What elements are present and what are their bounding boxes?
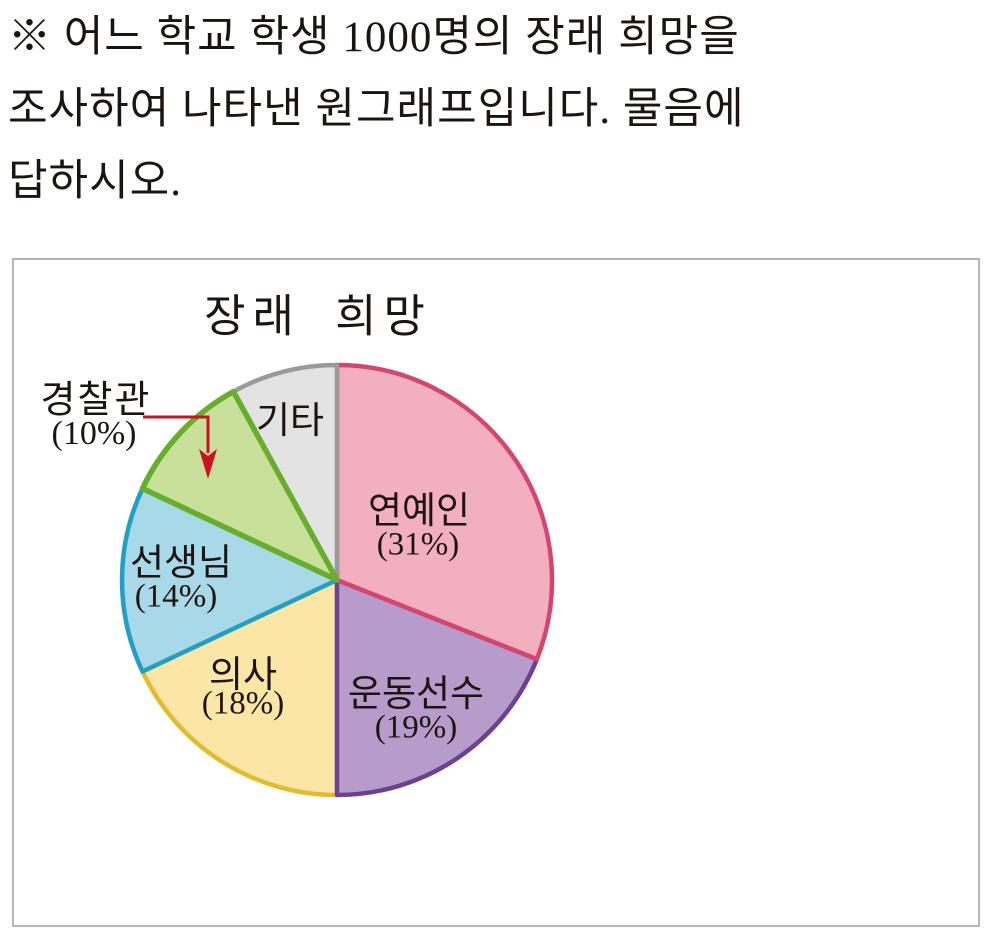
slice-pct-yeonyein: (31%) bbox=[376, 526, 460, 563]
slice-label-uisa: 의사 bbox=[208, 655, 278, 696]
pie-chart bbox=[119, 362, 555, 798]
pie-slice-1 bbox=[334, 577, 540, 798]
chart-panel: 장래 희망 연예인 (31%) 운동선수 (19%) 의사 (18%) 선생님 … bbox=[12, 258, 980, 927]
pie-slice-0 bbox=[334, 362, 555, 662]
arrowhead-icon bbox=[199, 449, 217, 479]
callout-pct-gyeongchalgwan: (10%) bbox=[51, 415, 137, 452]
problem-line-3: 답하시오. bbox=[8, 158, 182, 205]
slice-label-yeonyein: 연예인 bbox=[367, 491, 471, 532]
slice-pct-undongseonsu: (19%) bbox=[374, 709, 458, 746]
slice-pct-uisa: (18%) bbox=[201, 685, 285, 722]
chart-title: 장래 희망 bbox=[204, 291, 432, 342]
problem-line-2: 조사하여 나타낸 원그래프입니다. 물음에 bbox=[8, 86, 745, 133]
problem-statement: ※ 어느 학교 학생 1000명의 장래 희망을 조사하여 나타낸 원그래프입니… bbox=[8, 2, 968, 218]
callout-arrow bbox=[143, 415, 217, 479]
pie-slice-2 bbox=[140, 577, 340, 798]
slice-label-gita: 기타 bbox=[255, 401, 325, 442]
problem-line-1: ※ 어느 학교 학생 1000명의 장래 희망을 bbox=[8, 14, 740, 61]
slice-label-seonsaengnim: 선생님 bbox=[129, 543, 233, 584]
slice-pct-seonsaengnim: (14%) bbox=[134, 578, 218, 615]
pie-slice-3 bbox=[119, 486, 340, 674]
pie-slice-4 bbox=[139, 388, 340, 583]
callout-label-gyeongchalgwan: 경찰관 bbox=[40, 379, 152, 422]
slice-label-undongseonsu: 운동선수 bbox=[347, 674, 485, 715]
